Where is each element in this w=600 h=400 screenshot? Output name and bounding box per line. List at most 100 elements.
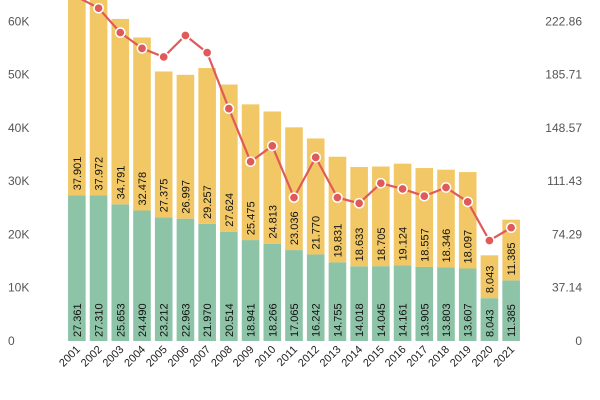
x-tick-label: 2020 [470,344,496,370]
bar-top-data-label: 32.478 [137,172,149,206]
bar-bottom-data-label: 20.514 [224,303,236,337]
bar-segment-top [328,156,347,263]
x-tick-label: 2002 [79,344,105,370]
line-series-group [80,0,517,246]
x-tick-label: 2001 [57,344,83,370]
line-point [462,196,474,208]
bar-segment-bottom [263,243,282,341]
bar-top-data-label: 24.813 [267,205,279,239]
bar-top-data-label: 37.972 [94,157,106,191]
left-y-tick-label: 30K [8,174,29,188]
bar-bottom-data-label: 13.905 [419,303,431,337]
line-point [505,222,517,234]
bar-top-data-label: 26.997 [180,180,192,214]
x-tick-label: 2021 [491,344,517,370]
x-tick-label: 2016 [383,344,409,370]
x-tick-label: 2005 [144,344,170,370]
right-y-tick-label: 222.86 [545,14,582,28]
bar-top-data-label: 23.036 [289,211,301,245]
bar-segment-bottom [350,266,368,341]
right-y-tick-label: 185.71 [545,68,582,82]
bar-top-data-label: 18.633 [354,228,366,262]
bar-segment-top [241,104,260,241]
bar-segment-bottom [154,217,173,341]
bar-top-data-label: 21.770 [311,216,323,250]
line-point [201,47,213,58]
bar-segment-bottom [241,240,260,341]
bar-segment-top [350,167,368,267]
bar-segment-bottom [198,223,216,341]
bar-segment-bottom [328,262,347,341]
line-point [180,30,191,41]
x-tick-label: 2015 [361,344,387,370]
left-y-tick-label: 20K [8,227,29,241]
bar-segment-bottom [502,280,520,341]
line-point [332,192,343,203]
bar-bottom-data-label: 27.310 [94,303,106,337]
left-y-tick-label: 60K [8,14,29,28]
bar-segment-top [415,168,434,267]
bar-top-data-label: 18.346 [441,229,453,263]
bar-segment-top [133,37,151,211]
bar-segment-bottom [437,267,455,341]
bar-top-data-label: 18.705 [376,228,388,262]
x-tick-label: 2007 [187,344,213,370]
line-point [136,42,148,54]
bar-segment-top [111,18,130,205]
bar-segment-bottom [89,195,108,341]
bar-segment-bottom [285,250,303,341]
line-point [288,192,300,203]
bar-segment-bottom [372,266,390,341]
line-point [375,177,387,189]
right-y-axis: 0 37.14 74.29 111.43 148.57 185.71 222.86 [545,14,582,348]
bar-top-data-label: 29.257 [202,185,214,219]
bar-top-data-label: 8.043 [484,266,496,294]
bar-segment-bottom [176,218,195,341]
bar-top-data-label: 25.475 [246,201,258,235]
x-tick-label: 2017 [405,344,431,370]
bar-bottom-data-label: 14.755 [332,303,344,337]
line-point [114,27,126,38]
bar-segment-bottom [220,231,238,341]
right-y-tick-label: 111.43 [547,174,582,188]
right-y-tick-label: 0 [575,334,582,348]
bar-bottom-data-label: 18.941 [246,303,258,337]
line-point [353,197,365,209]
line-point [484,235,495,246]
x-tick-label: 2019 [448,344,474,370]
bar-segment-bottom [306,254,325,341]
x-axis: 2001200220032004200520062007200820092010… [57,344,517,370]
x-tick-label: 2018 [426,344,452,370]
bar-bottom-data-label: 16.242 [311,303,323,337]
bar-segment-bottom [393,265,412,341]
bar-bottom-data-label: 18.266 [267,303,279,337]
bar-segment-top [198,68,216,224]
bar-top-data-label: 11.385 [506,243,518,276]
line-point [223,103,235,114]
bar-segment-bottom [133,210,151,341]
line-point [397,183,408,195]
left-y-tick-label: 40K [8,121,29,135]
bar-top-data-label: 27.375 [159,179,171,213]
x-tick-label: 2014 [339,344,365,370]
line-point [93,2,104,14]
bar-segment-top [68,0,86,196]
bar-segment-top [154,71,173,218]
bar-bottom-data-label: 11.385 [506,304,518,337]
bar-segment-top [285,127,303,251]
left-y-axis: 0 10K 20K 30K 40K 50K 60K [8,14,29,348]
bar-bottom-data-label: 25.653 [115,303,127,337]
bar-labels-group: 27.361 37.901 27.310 37.972 25.653 34.791 24.4… [72,157,518,337]
line-point [266,140,278,152]
x-tick-label: 2012 [296,344,322,370]
bar-top-data-label: 37.901 [72,157,84,191]
left-y-tick-label: 10K [8,281,29,295]
line-point [418,190,430,202]
right-y-tick-label: 74.29 [552,227,582,241]
bar-top-data-label: 34.791 [115,166,127,200]
bar-segment-bottom [480,298,499,341]
x-tick-label: 2010 [253,344,279,370]
bar-bottom-data-label: 22.963 [180,303,192,337]
x-tick-label: 2009 [231,344,257,370]
bar-bottom-data-label: 14.161 [398,303,410,337]
